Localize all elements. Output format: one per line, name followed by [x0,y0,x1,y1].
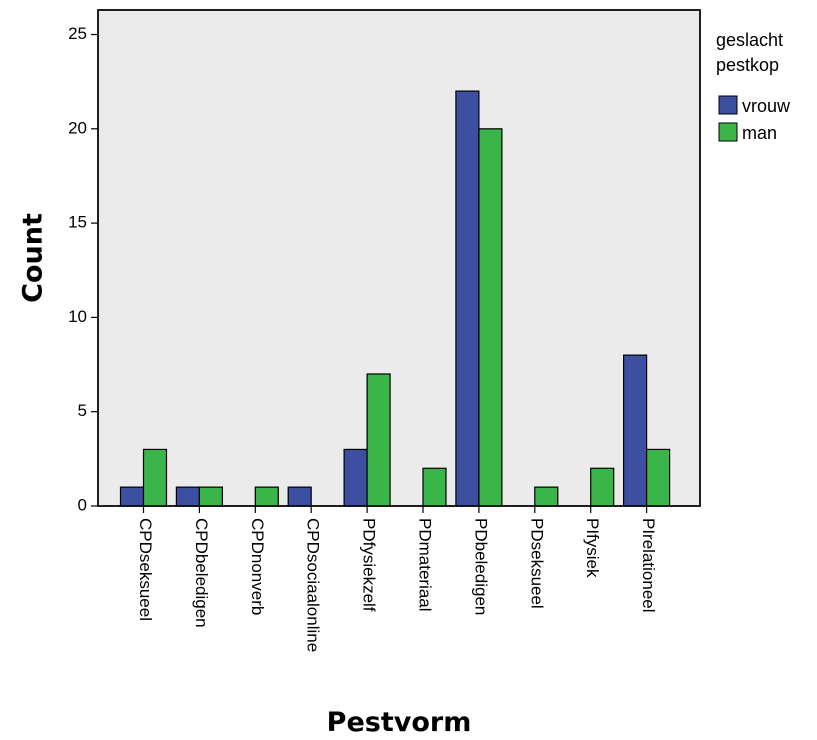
bar-vrouw-PDfysiekzelf [343,448,368,507]
bar-man-PDseksueel [534,486,559,507]
y-axis: 0 5 10 15 20 25 [68,24,98,514]
bar-man-CPDseksueel [142,448,168,507]
legend-title-line2: pestkop [716,55,779,75]
bars [119,90,671,507]
legend-label-man: man [742,123,777,143]
x-tick-label: PIfysiek [583,518,602,578]
y-tick-label: 5 [78,401,87,420]
x-tick-label: CPDsociaalonline [304,518,323,652]
legend-title-line1: geslacht [716,30,783,50]
bar-vrouw-CPDsociaalonline [287,486,312,507]
bar-man-PIfysiek [590,467,615,507]
legend-swatch-man [718,122,738,142]
y-axis-title: Count [18,213,49,303]
bar-vrouw-PIrelationeel [622,354,648,507]
y-tick-label: 25 [68,24,87,43]
bar-vrouw-CPDbeledigen [175,486,200,507]
legend-label-vrouw: vrouw [742,96,791,116]
x-tick-label: PDfysiekzelf [360,518,379,612]
bar-man-PIrelationeel [645,448,671,507]
bar-vrouw-CPDseksueel [119,486,145,507]
legend: geslacht pestkop vrouw man [716,30,791,143]
bar-man-CPDbeledigen [198,486,223,507]
x-tick-label: PDmateriaal [416,518,435,612]
x-tick-label: PDseksueel [527,518,546,609]
y-tick-label: 10 [68,307,87,326]
plot-area [97,9,701,507]
plot-border [97,9,701,507]
x-axis: CPDseksueel CPDbeledigen CPDnonverb CPDsoci… [136,506,658,652]
bar-man-PDfysiekzelf [366,373,391,507]
y-tick-label: 0 [78,495,87,514]
x-axis-title: Pestvorm [327,707,472,738]
x-tick-label: CPDseksueel [136,518,155,621]
x-tick-label: CPDnonverb [248,518,267,615]
bar-man-PDmateriaal [422,467,447,507]
bar-man-CPDnonverb [254,486,279,507]
bar-man-PDbeledigen [478,128,503,507]
y-tick-label: 15 [68,213,87,232]
x-tick-label: CPDbeledigen [192,518,211,628]
legend-swatch-vrouw [718,95,738,115]
x-tick-label: PIrelationeel [639,518,658,613]
x-tick-label: PDbeledigen [471,518,490,615]
bar-vrouw-PDbeledigen [455,90,480,507]
y-tick-label: 20 [68,118,87,137]
